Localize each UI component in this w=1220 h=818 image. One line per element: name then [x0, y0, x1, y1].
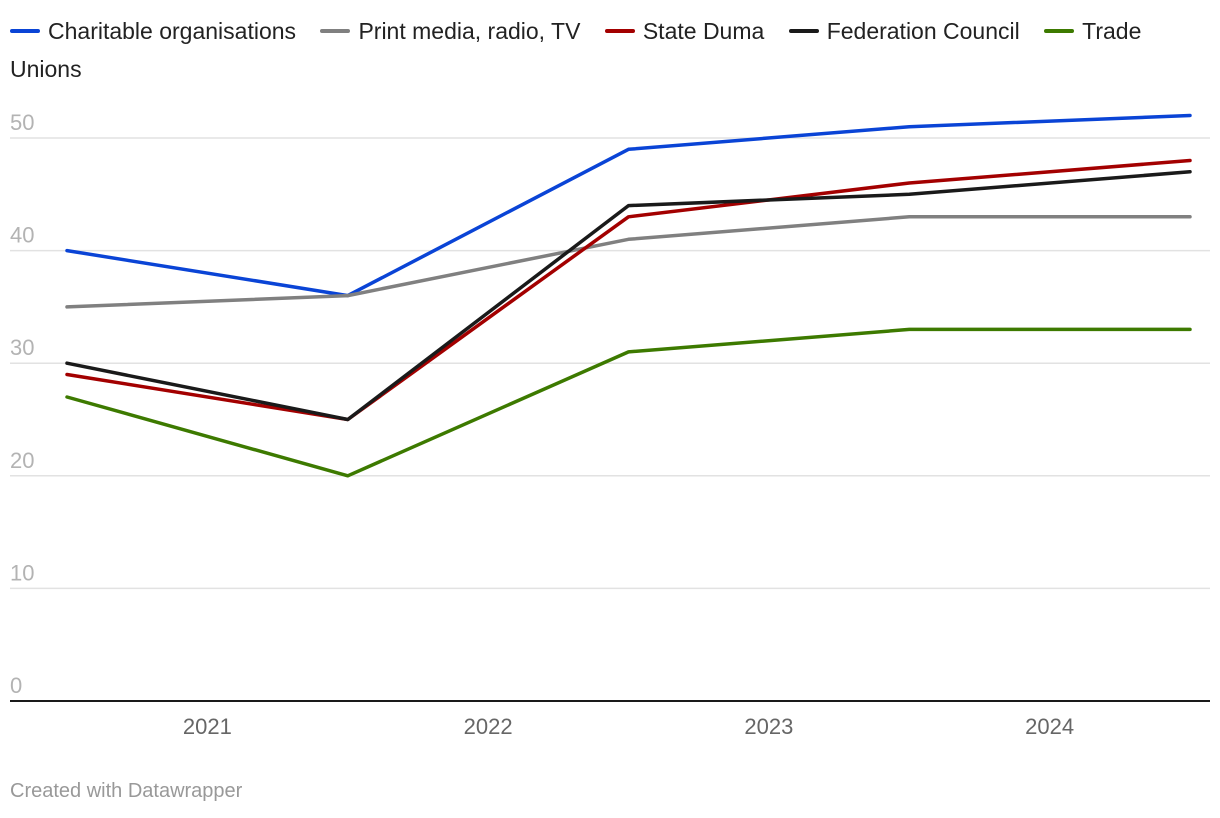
- legend-swatch: [320, 28, 351, 33]
- x-axis: 2021 2022 2023 2024: [10, 700, 1210, 739]
- legend-swatch: [10, 28, 40, 33]
- y-tick-label: 0: [10, 673, 22, 698]
- y-tick-label: 20: [10, 448, 34, 473]
- y-tick-label: 50: [10, 110, 34, 135]
- legend-label: Federation Council: [826, 18, 1020, 44]
- legend-label: Trade Unions: [10, 18, 1142, 82]
- legend-item: Trade Unions: [10, 18, 1141, 82]
- y-tick-label: 30: [10, 335, 34, 360]
- legend-item: Charitable organisations: [10, 18, 296, 44]
- legend-label: Charitable organisations: [48, 18, 297, 44]
- x-tick-label: 2021: [183, 714, 232, 739]
- series-lines: [65, 113, 1192, 478]
- x-tick-label: 2023: [744, 714, 793, 739]
- x-tick-label: 2022: [464, 714, 513, 739]
- legend-item: Print media, radio, TV: [320, 18, 580, 44]
- legend-label: Print media, radio, TV: [358, 18, 581, 44]
- y-tick-label: 10: [10, 560, 34, 585]
- series-line: [65, 113, 1192, 298]
- legend-label: State Duma: [642, 18, 765, 44]
- legend-item: Federation Council: [788, 18, 1020, 44]
- series-line: [65, 158, 1192, 422]
- legend: Charitable organisations Print media, ra…: [10, 12, 1200, 88]
- legend-swatch: [1044, 28, 1075, 33]
- x-tick-label: 2024: [1025, 714, 1074, 739]
- legend-item: State Duma: [604, 18, 765, 44]
- legend-swatch: [604, 28, 635, 33]
- gridlines: [10, 137, 1210, 590]
- footer-credit: Created with Datawrapper: [10, 780, 243, 802]
- y-tick-label: 40: [10, 223, 34, 248]
- series-line: [65, 327, 1192, 478]
- legend-swatch: [788, 28, 819, 33]
- y-axis-ticks: 0 10 20 30 40 50: [10, 110, 34, 698]
- series-line: [65, 215, 1192, 309]
- series-line: [65, 170, 1192, 422]
